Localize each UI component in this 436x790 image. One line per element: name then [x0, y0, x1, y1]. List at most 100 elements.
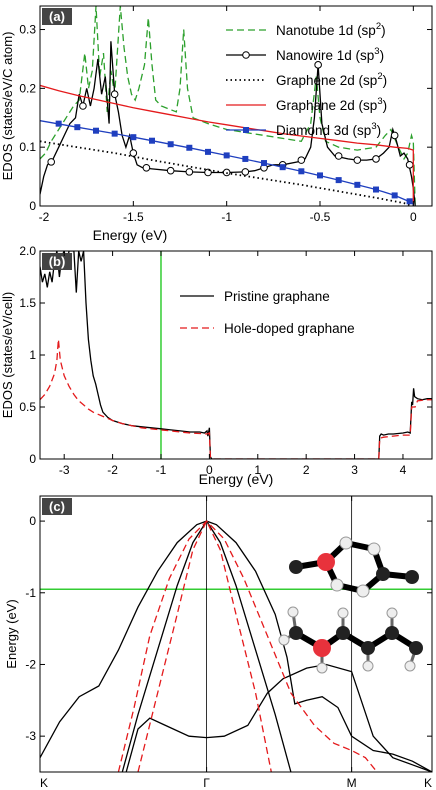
data-point [166, 166, 175, 175]
series-line-b-1 [40, 339, 432, 459]
data-point [185, 168, 194, 176]
data-point [241, 168, 250, 176]
legend-label: Pristine graphane [224, 289, 330, 304]
data-point [130, 134, 137, 141]
data-point [242, 155, 249, 162]
data-point [74, 124, 81, 131]
legend-label: Hole-doped graphane [224, 321, 355, 336]
y-tick-label: 0.2 [19, 81, 36, 95]
data-point [110, 90, 119, 99]
data-point [261, 160, 267, 167]
x-tick-label: Γ [203, 776, 210, 790]
legend-label: Graphane 2d (sp3) [276, 96, 387, 113]
data-point [279, 164, 286, 171]
molecule-chain-illustration [278, 606, 423, 674]
data-point [111, 130, 118, 137]
x-tick-label: 4 [400, 463, 407, 477]
x-tick-label: 2 [303, 463, 310, 477]
y-tick-label: -3 [25, 729, 36, 743]
data-point [405, 161, 414, 169]
molecule-ring-illustration [289, 536, 419, 598]
data-point [204, 168, 212, 177]
data-point [149, 137, 155, 144]
x-tick-label: 1 [254, 463, 261, 477]
panel-c-ylabel: Energy (eV) [4, 599, 19, 668]
x-tick-label: K [424, 776, 432, 790]
x-tick-label: -2 [107, 463, 118, 477]
y-tick-label: -2 [25, 657, 36, 671]
panel-a-label: (a) [49, 9, 65, 24]
data-point [353, 156, 362, 164]
panel-b-label: (b) [49, 254, 66, 269]
y-tick-label: 0 [29, 514, 36, 528]
data-point [47, 158, 56, 166]
panel-c-label: (c) [49, 499, 65, 514]
legend-label: Nanowire 1d (sp3) [276, 46, 384, 63]
y-tick-label: 2.0 [19, 244, 36, 258]
data-point [317, 172, 323, 179]
data-point [142, 163, 151, 172]
legend-label: Nanotube 1d (sp2) [276, 21, 386, 38]
series-line-c-0 [40, 520, 432, 772]
data-point [390, 131, 399, 140]
panel-a: (a) -2 -1.5 -1 -0.5 000.10.20.3 Energy (eV) … [0, 5, 433, 243]
x-tick-label: -2 [39, 210, 50, 224]
legend-marker [243, 127, 249, 133]
legend-label: Graphene 2d (sp2) [276, 71, 387, 88]
x-tick-label: K [40, 776, 48, 790]
data-point [298, 168, 305, 175]
data-point [223, 152, 230, 159]
data-point [167, 141, 174, 148]
y-tick-label: 1 [29, 348, 36, 362]
series-line-a-0 [40, 6, 416, 206]
data-point [373, 186, 379, 193]
data-point [93, 127, 99, 134]
panel-a-frame [39, 5, 433, 207]
data-point [186, 144, 193, 151]
series-line-a-2 [40, 140, 414, 206]
x-tick-label: 0 [206, 463, 213, 477]
panel-b-xlabel: Energy (eV) [199, 471, 274, 487]
y-tick-label: 0.1 [19, 140, 36, 154]
panel-c: (c) K Γ M K -3 -2 -1 0 Energy (eV) [4, 495, 433, 790]
y-tick-label: -1 [25, 586, 36, 600]
y-tick-label: 0.5 [19, 400, 36, 414]
data-point [129, 149, 138, 157]
series-line-c-4 [137, 519, 272, 772]
series-line-c-2 [125, 663, 432, 772]
panel-b-ylabel: EDOS (states/eV/cell) [0, 292, 15, 418]
y-tick-label: 0 [29, 452, 36, 466]
legend-marker [242, 51, 250, 59]
series-line-c-3 [117, 520, 378, 772]
y-tick-label: 1.5 [19, 296, 36, 310]
x-tick-label: 3 [351, 463, 358, 477]
panel-b-label-box [42, 253, 72, 270]
x-tick-label: 0 [410, 210, 417, 224]
data-point [372, 155, 380, 163]
data-point [79, 102, 87, 110]
x-tick-label: -1.5 [123, 210, 144, 224]
data-point [406, 198, 413, 205]
panel-b: (b) -3 -2 -1 0 1 2 3 4 0 0.5 1 1.5 2.0 Energy (eV) E… [0, 244, 433, 487]
legend-label: Diamond 3d (sp3) [276, 121, 381, 138]
panel-c-label-box [42, 498, 72, 515]
panel-b-frame [39, 250, 433, 460]
x-tick-label: M [347, 776, 357, 790]
panel-c-frame [39, 495, 433, 773]
x-tick-label: -1 [221, 210, 232, 224]
y-tick-label: 0.3 [19, 23, 36, 37]
panel-a-xlabel: Energy (eV) [93, 227, 168, 243]
data-point [55, 120, 62, 127]
data-point [314, 61, 322, 69]
data-point [391, 192, 398, 199]
panel-a-label-box [42, 8, 72, 25]
data-point [335, 177, 342, 184]
panel-a-ylabel: EDOS (states/eV/C atom) [0, 32, 15, 181]
series-line-b-0 [40, 251, 432, 459]
data-point [334, 152, 343, 160]
x-tick-label: -0.5 [310, 210, 331, 224]
x-tick-label: -3 [59, 463, 70, 477]
data-point [297, 156, 306, 164]
data-point [354, 181, 361, 188]
